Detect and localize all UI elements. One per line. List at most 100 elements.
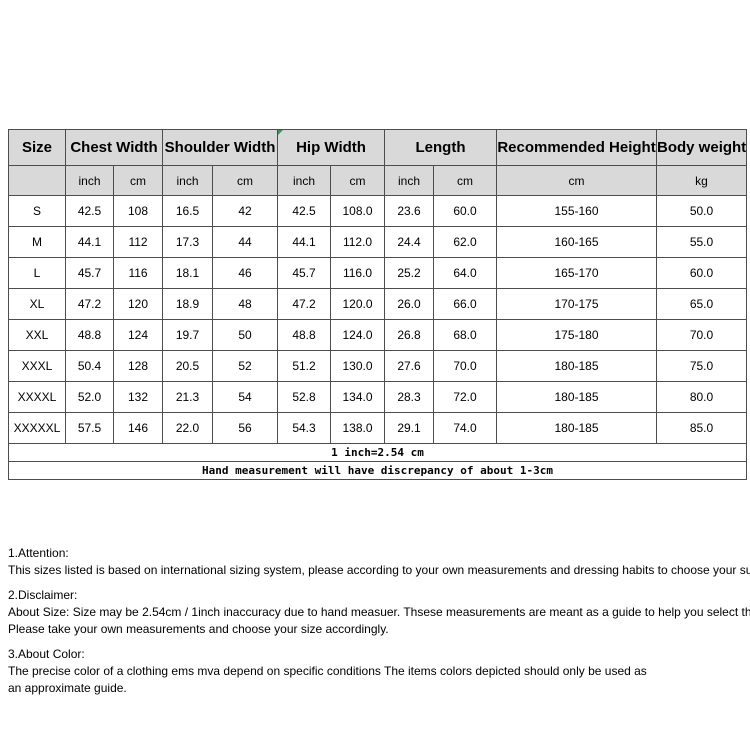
value-cell: 155-160 [496,195,658,227]
value-cell: 16.5 [162,195,214,227]
unit-header-empty [8,165,66,196]
value-cell: 138.0 [330,412,386,444]
size-cell: XXXXL [8,381,66,413]
size-cell: L [8,257,66,289]
value-cell: 66.0 [433,288,498,320]
notes-section: 1.Attention: This sizes listed is based … [8,545,750,705]
size-cell: XXXL [8,350,66,382]
value-cell: 25.2 [384,257,435,289]
note-about-color-line-1: The precise color of a clothing ems mva … [8,664,647,678]
unit-header-height-cm: cm [496,165,658,196]
unit-header-weight-kg: kg [656,165,748,196]
value-cell: 28.3 [384,381,435,413]
value-cell: 70.0 [433,350,498,382]
table-footer: 1 inch=2.54 cm Hand measurement will hav… [7,443,748,480]
value-cell: 132 [112,381,164,413]
value-cell: 134.0 [330,381,386,413]
value-cell: 27.6 [384,350,435,382]
value-cell: 24.4 [384,226,435,258]
value-cell: 180-185 [496,412,658,444]
table-header: Size Chest Width Shoulder Width Hip Widt… [8,129,748,196]
value-cell: 165-170 [496,257,658,289]
table-row: S 42.5 108 16.5 42 42.5 108.0 23.6 60.0 155-160 50… [8,195,748,227]
value-cell: 42 [212,195,279,227]
value-cell: 26.0 [384,288,435,320]
size-chart-body: S 42.5 108 16.5 42 42.5 108.0 23.6 60.0 155-160 50… [8,195,748,444]
value-cell: 55.0 [656,226,748,258]
size-cell: S [8,195,66,227]
column-header-shoulder-width: Shoulder Width [162,129,279,166]
value-cell: 23.6 [384,195,435,227]
value-cell: 116.0 [330,257,386,289]
value-cell: 44 [212,226,279,258]
value-cell: 26.8 [384,319,435,351]
value-cell: 50 [212,319,279,351]
value-cell: 60.0 [433,195,498,227]
note-about-color-heading: 3.About Color: [8,647,85,661]
value-cell: 42.5 [277,195,332,227]
value-cell: 112 [112,226,164,258]
value-cell: 120 [112,288,164,320]
column-header-length: Length [384,129,498,166]
value-cell: 60.0 [656,257,748,289]
note-attention: 1.Attention: This sizes listed is based … [8,545,750,579]
note-disclaimer-heading: 2.Disclaimer: [8,588,78,602]
value-cell: 45.7 [277,257,332,289]
size-chart-table: Size Chest Width Shoulder Width Hip Widt… [7,129,748,480]
unit-header-chest-inch: inch [65,165,114,196]
table-row: L 45.7 116 18.1 46 45.7 116.0 25.2 64.0 165-170 60… [8,257,748,289]
value-cell: 52.0 [65,381,114,413]
size-cell: XXXXXL [8,412,66,444]
value-cell: 124 [112,319,164,351]
value-cell: 18.1 [162,257,214,289]
unit-header-length-cm: cm [433,165,498,196]
value-cell: 108.0 [330,195,386,227]
value-cell: 128 [112,350,164,382]
value-cell: 62.0 [433,226,498,258]
unit-header-length-inch: inch [384,165,435,196]
size-cell: M [8,226,66,258]
table-row: XXXXXL 57.5 146 22.0 56 54.3 138.0 29.1 74.0 180-… [8,412,748,444]
value-cell: 116 [112,257,164,289]
value-cell: 47.2 [277,288,332,320]
value-cell: 175-180 [496,319,658,351]
value-cell: 48 [212,288,279,320]
header-row: Size Chest Width Shoulder Width Hip Widt… [8,129,748,166]
value-cell: 44.1 [65,226,114,258]
value-cell: 45.7 [65,257,114,289]
table-row: XXL 48.8 124 19.7 50 48.8 124.0 26.8 68.0 175-180… [8,319,748,351]
value-cell: 65.0 [656,288,748,320]
cell-corner-marker [278,130,284,135]
value-cell: 80.0 [656,381,748,413]
value-cell: 57.5 [65,412,114,444]
value-cell: 54.3 [277,412,332,444]
table-row: XL 47.2 120 18.9 48 47.2 120.0 26.0 66.0 170-175 6… [8,288,748,320]
value-cell: 112.0 [330,226,386,258]
value-cell: 50.4 [65,350,114,382]
value-cell: 68.0 [433,319,498,351]
value-cell: 124.0 [330,319,386,351]
unit-header-shoulder-inch: inch [162,165,214,196]
column-header-hip-width: Hip Width [277,129,386,166]
value-cell: 46 [212,257,279,289]
value-cell: 56 [212,412,279,444]
value-cell: 72.0 [433,381,498,413]
value-cell: 50.0 [656,195,748,227]
hip-width-label: Hip Width [296,139,366,156]
value-cell: 20.5 [162,350,214,382]
footer-row-discrepancy: Hand measurement will have discrepancy o… [7,461,748,480]
table-row: XXXXL 52.0 132 21.3 54 52.8 134.0 28.3 72.0 180-1… [8,381,748,413]
value-cell: 47.2 [65,288,114,320]
value-cell: 120.0 [330,288,386,320]
note-attention-heading: 1.Attention: [8,546,69,560]
note-disclaimer-line-1: About Size: Size may be 2.54cm / 1inch i… [8,605,750,619]
value-cell: 17.3 [162,226,214,258]
column-header-size: Size [8,129,66,166]
inch-conversion-note: 1 inch=2.54 cm [7,443,748,462]
note-disclaimer-line-2: Please take your own measurements and ch… [8,622,389,636]
table-row: M 44.1 112 17.3 44 44.1 112.0 24.4 62.0 160-165 55… [8,226,748,258]
column-header-chest-width: Chest Width [64,129,164,166]
value-cell: 70.0 [656,319,748,351]
footer-row-conversion: 1 inch=2.54 cm [7,443,748,462]
